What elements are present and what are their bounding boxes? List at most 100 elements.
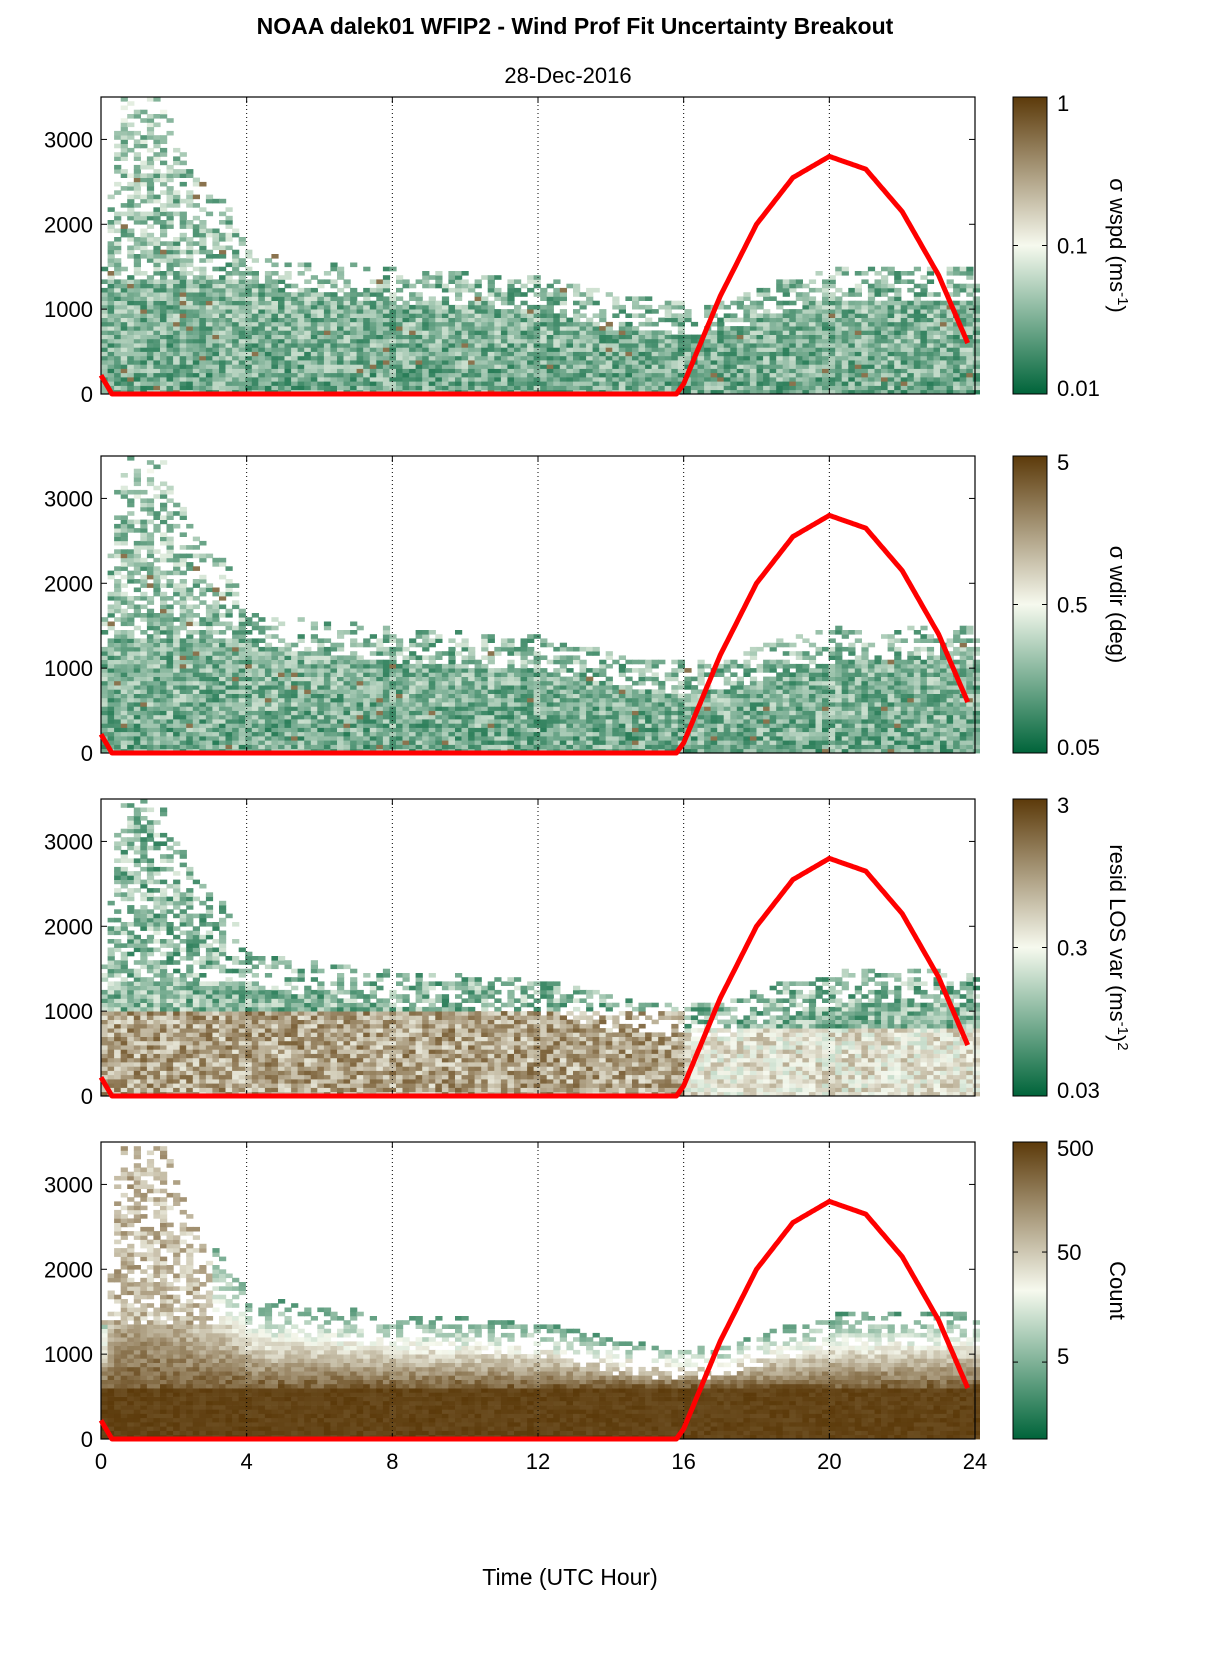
heatmap-cell bbox=[546, 321, 554, 327]
heatmap-cell bbox=[264, 702, 273, 707]
heatmap-cell bbox=[232, 360, 240, 365]
heatmap-cell bbox=[782, 283, 790, 289]
heatmap-cell bbox=[677, 338, 685, 344]
heatmap-cell bbox=[291, 702, 299, 707]
heatmap-cell bbox=[291, 706, 299, 711]
heatmap-cell bbox=[146, 621, 155, 627]
heatmap-cell bbox=[245, 351, 253, 357]
heatmap-cell bbox=[710, 372, 718, 378]
heatmap-cell bbox=[291, 663, 299, 669]
heatmap-cell bbox=[310, 351, 318, 357]
heatmap-cell bbox=[966, 283, 974, 289]
heatmap-cell bbox=[160, 211, 168, 217]
heatmap-cell bbox=[815, 321, 823, 327]
heatmap-cell bbox=[238, 304, 246, 310]
heatmap-cell bbox=[186, 271, 194, 276]
heatmap-cell bbox=[238, 630, 246, 635]
heatmap-cell bbox=[199, 330, 207, 335]
heatmap-cell bbox=[494, 364, 502, 369]
heatmap-cell bbox=[186, 710, 194, 716]
heatmap-cell bbox=[618, 326, 626, 331]
heatmap-cell bbox=[717, 385, 725, 391]
heatmap-cell bbox=[887, 283, 895, 289]
heatmap-cell bbox=[894, 338, 902, 344]
heatmap-cell bbox=[107, 241, 115, 246]
heatmap-cell bbox=[120, 147, 128, 153]
heatmap-cell bbox=[101, 731, 109, 737]
heatmap-cell bbox=[264, 693, 273, 699]
heatmap-cell bbox=[219, 351, 227, 357]
heatmap-cell bbox=[835, 271, 843, 276]
heatmap-cell bbox=[874, 317, 882, 323]
heatmap-cell bbox=[481, 381, 489, 386]
heatmap-cell bbox=[940, 304, 948, 310]
heatmap-cell bbox=[160, 519, 168, 525]
heatmap-cell bbox=[428, 355, 436, 361]
heatmap-cell bbox=[514, 309, 522, 314]
heatmap-cell bbox=[205, 587, 214, 593]
heatmap-cell bbox=[592, 347, 600, 352]
heatmap-cell bbox=[749, 313, 758, 318]
heatmap-cell bbox=[153, 143, 161, 149]
heatmap-cell bbox=[428, 296, 436, 301]
heatmap-cell bbox=[192, 177, 200, 183]
heatmap-cell bbox=[317, 355, 325, 361]
heatmap-cell bbox=[166, 224, 174, 229]
heatmap-cell bbox=[101, 334, 109, 340]
heatmap-cell bbox=[514, 304, 522, 310]
heatmap-cell bbox=[317, 347, 325, 352]
heatmap-cell bbox=[841, 321, 849, 327]
heatmap-cell bbox=[101, 680, 109, 686]
heatmap-cell bbox=[297, 296, 305, 301]
heatmap-cell bbox=[841, 326, 849, 331]
heatmap-cell bbox=[153, 731, 161, 737]
heatmap-cell bbox=[795, 296, 803, 301]
heatmap-cell bbox=[376, 279, 384, 284]
heatmap-cell bbox=[396, 360, 404, 365]
heatmap-cell bbox=[913, 317, 921, 323]
heatmap-cell bbox=[867, 364, 876, 369]
heatmap-cell bbox=[160, 536, 168, 542]
heatmap-cell bbox=[127, 630, 135, 635]
heatmap-cell bbox=[114, 283, 122, 289]
heatmap-cell bbox=[166, 292, 174, 297]
heatmap-cell bbox=[225, 368, 233, 374]
heatmap-cell bbox=[651, 330, 659, 335]
heatmap-cell bbox=[160, 710, 168, 716]
heatmap-cell bbox=[310, 668, 318, 673]
heatmap-cell bbox=[474, 385, 482, 391]
heatmap-cell bbox=[238, 258, 246, 263]
heatmap-cell bbox=[212, 727, 220, 733]
heatmap-cell bbox=[212, 736, 220, 741]
heatmap-cell bbox=[166, 744, 174, 750]
heatmap-cell bbox=[913, 300, 921, 306]
heatmap-cell bbox=[337, 266, 345, 272]
heatmap-cell bbox=[323, 377, 332, 382]
heatmap-cell bbox=[133, 706, 141, 711]
heatmap-cell bbox=[507, 300, 515, 306]
heatmap-cell bbox=[114, 190, 122, 195]
heatmap-cell bbox=[166, 326, 174, 331]
heatmap-cell bbox=[199, 249, 207, 255]
heatmap-cell bbox=[120, 630, 128, 635]
heatmap-cell bbox=[396, 381, 404, 386]
heatmap-cell bbox=[887, 296, 895, 301]
heatmap-cell bbox=[664, 360, 672, 365]
heatmap-cell bbox=[140, 245, 148, 251]
heatmap-cell bbox=[926, 338, 935, 344]
heatmap-cell bbox=[245, 719, 253, 724]
heatmap-cell bbox=[160, 697, 168, 703]
heatmap-cell bbox=[415, 296, 423, 301]
heatmap-cell bbox=[160, 258, 168, 263]
heatmap-cell bbox=[356, 377, 364, 382]
heatmap-cell bbox=[743, 381, 751, 386]
heatmap-cell bbox=[166, 693, 174, 699]
heatmap-cell bbox=[192, 355, 200, 361]
heatmap-cell bbox=[179, 655, 187, 660]
heatmap-cell bbox=[841, 334, 849, 340]
heatmap-cell bbox=[284, 326, 292, 331]
heatmap-cell bbox=[710, 368, 718, 374]
heatmap-cell bbox=[618, 309, 626, 314]
heatmap-cell bbox=[101, 372, 109, 378]
heatmap-cell bbox=[271, 372, 279, 378]
